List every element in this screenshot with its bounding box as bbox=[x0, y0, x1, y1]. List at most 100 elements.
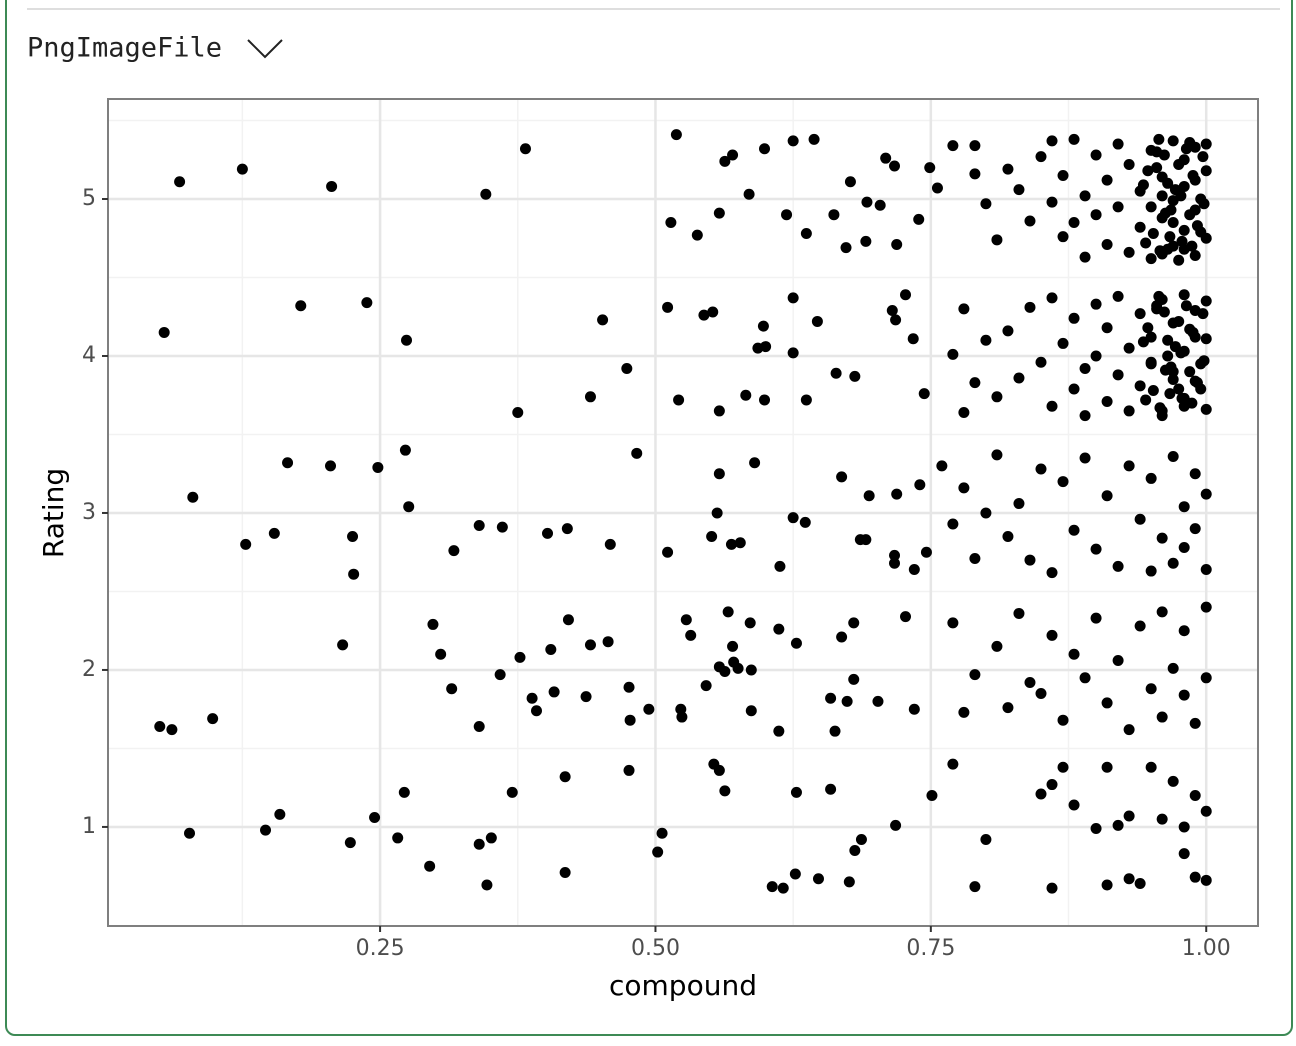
point bbox=[924, 162, 936, 174]
point bbox=[1002, 325, 1014, 337]
point bbox=[526, 692, 538, 704]
point bbox=[1090, 298, 1102, 310]
point bbox=[1187, 169, 1199, 181]
point bbox=[843, 876, 855, 888]
chevron-icon[interactable] bbox=[247, 39, 283, 59]
point bbox=[1189, 375, 1201, 387]
point bbox=[1189, 871, 1201, 883]
point bbox=[1140, 237, 1152, 249]
point bbox=[597, 314, 609, 326]
point bbox=[888, 549, 900, 561]
point bbox=[698, 309, 710, 321]
point bbox=[1123, 873, 1135, 885]
point bbox=[787, 292, 799, 304]
point bbox=[825, 783, 837, 795]
point bbox=[1167, 374, 1179, 386]
y-tick-label: 2 bbox=[82, 657, 96, 682]
point bbox=[424, 860, 436, 872]
point bbox=[812, 873, 824, 885]
point bbox=[187, 491, 199, 503]
point bbox=[1112, 138, 1124, 150]
point bbox=[1200, 403, 1212, 415]
point bbox=[1167, 662, 1179, 674]
point bbox=[1079, 190, 1091, 202]
output-type-label[interactable]: PngImageFile bbox=[27, 33, 222, 64]
point bbox=[891, 488, 903, 500]
point bbox=[1134, 221, 1146, 233]
point bbox=[1184, 366, 1196, 378]
point bbox=[1123, 724, 1135, 736]
point bbox=[1147, 228, 1159, 240]
point bbox=[1079, 672, 1091, 684]
point bbox=[969, 669, 981, 681]
point bbox=[958, 706, 970, 718]
point bbox=[713, 468, 725, 480]
point bbox=[184, 827, 196, 839]
point bbox=[886, 304, 898, 316]
point bbox=[947, 617, 959, 629]
y-tick-label: 3 bbox=[82, 500, 96, 525]
point bbox=[1167, 135, 1179, 147]
point bbox=[1123, 246, 1135, 258]
point bbox=[631, 447, 643, 459]
point bbox=[1176, 235, 1188, 247]
point bbox=[840, 242, 852, 254]
point bbox=[849, 844, 861, 856]
point bbox=[900, 289, 912, 301]
point bbox=[673, 394, 685, 406]
point bbox=[836, 631, 848, 643]
point bbox=[1145, 331, 1157, 343]
point bbox=[855, 834, 867, 846]
point bbox=[1057, 231, 1069, 243]
point bbox=[781, 209, 793, 221]
point bbox=[1090, 823, 1102, 835]
point bbox=[240, 538, 252, 550]
point bbox=[326, 180, 338, 192]
point bbox=[1101, 761, 1113, 773]
point bbox=[1145, 253, 1157, 265]
point bbox=[1178, 501, 1190, 513]
point bbox=[1068, 524, 1080, 536]
point bbox=[713, 207, 725, 219]
point bbox=[745, 705, 757, 717]
point bbox=[624, 714, 636, 726]
point bbox=[1046, 779, 1058, 791]
point bbox=[787, 135, 799, 147]
point bbox=[711, 507, 723, 519]
point bbox=[268, 527, 280, 539]
point bbox=[860, 534, 872, 546]
point bbox=[1162, 177, 1174, 189]
point bbox=[435, 648, 447, 660]
point bbox=[1156, 532, 1168, 544]
point bbox=[506, 786, 518, 798]
point bbox=[1173, 158, 1185, 170]
point bbox=[481, 879, 493, 891]
point bbox=[236, 163, 248, 175]
point bbox=[1156, 190, 1168, 202]
point bbox=[1200, 874, 1212, 886]
point bbox=[1178, 689, 1190, 701]
point bbox=[1200, 488, 1212, 500]
point bbox=[1167, 450, 1179, 462]
point bbox=[274, 808, 286, 820]
point bbox=[713, 405, 725, 417]
point bbox=[1101, 174, 1113, 186]
point bbox=[719, 155, 731, 167]
point bbox=[399, 444, 411, 456]
point bbox=[1167, 217, 1179, 229]
point bbox=[991, 640, 1003, 652]
point bbox=[361, 297, 373, 309]
point bbox=[1068, 383, 1080, 395]
point bbox=[863, 490, 875, 502]
point bbox=[348, 568, 360, 580]
point bbox=[734, 537, 746, 549]
point bbox=[1156, 410, 1168, 422]
point bbox=[969, 168, 981, 180]
point bbox=[398, 786, 410, 798]
point bbox=[665, 217, 677, 229]
point bbox=[706, 531, 718, 543]
point bbox=[158, 326, 170, 338]
point bbox=[1154, 245, 1166, 257]
point bbox=[427, 618, 439, 630]
point bbox=[344, 837, 356, 849]
